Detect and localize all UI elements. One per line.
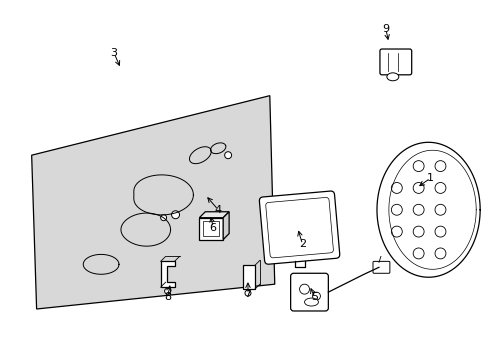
Polygon shape — [203, 221, 219, 235]
Circle shape — [434, 204, 445, 215]
Circle shape — [224, 152, 231, 159]
Circle shape — [412, 204, 423, 215]
Text: 8: 8 — [163, 292, 171, 302]
Circle shape — [390, 204, 402, 215]
FancyBboxPatch shape — [265, 197, 333, 258]
Circle shape — [171, 211, 179, 219]
Text: 5: 5 — [310, 292, 317, 302]
FancyBboxPatch shape — [372, 261, 389, 273]
Circle shape — [434, 226, 445, 237]
Circle shape — [412, 183, 423, 193]
Polygon shape — [199, 218, 223, 239]
Ellipse shape — [304, 298, 318, 306]
Circle shape — [434, 183, 445, 193]
Circle shape — [390, 226, 402, 237]
Text: 2: 2 — [298, 239, 305, 249]
Polygon shape — [161, 261, 174, 287]
FancyBboxPatch shape — [259, 191, 339, 264]
Circle shape — [299, 284, 309, 294]
Polygon shape — [243, 265, 254, 289]
Text: 3: 3 — [110, 48, 117, 58]
Circle shape — [164, 288, 170, 294]
Text: 6: 6 — [209, 222, 216, 233]
Text: 4: 4 — [214, 205, 222, 215]
Circle shape — [244, 290, 250, 296]
Polygon shape — [32, 96, 274, 309]
Ellipse shape — [386, 73, 398, 81]
Circle shape — [412, 161, 423, 172]
Circle shape — [390, 183, 402, 193]
FancyBboxPatch shape — [379, 49, 411, 75]
Circle shape — [434, 248, 445, 259]
Circle shape — [412, 248, 423, 259]
Polygon shape — [199, 212, 229, 218]
Text: 1: 1 — [426, 173, 433, 183]
Circle shape — [434, 161, 445, 172]
Circle shape — [161, 215, 166, 221]
Polygon shape — [223, 212, 229, 239]
Circle shape — [412, 226, 423, 237]
FancyBboxPatch shape — [290, 273, 327, 311]
Circle shape — [312, 292, 320, 300]
Text: 9: 9 — [382, 24, 388, 34]
Text: 7: 7 — [244, 289, 251, 299]
